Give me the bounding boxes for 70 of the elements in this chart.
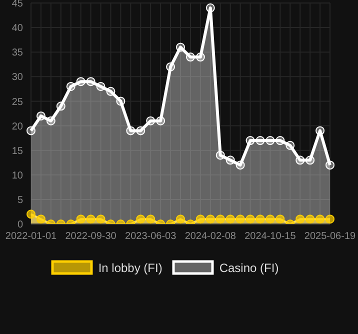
point	[236, 214, 245, 224]
legend-label: Casino (FI)	[219, 260, 279, 274]
y-tick-label: 40	[12, 23, 24, 34]
y-tick-label: 5	[17, 194, 24, 206]
point	[276, 136, 285, 146]
point	[246, 136, 255, 146]
point	[176, 42, 185, 52]
point	[36, 111, 46, 120]
point	[126, 126, 136, 136]
x-tick-label: 2025-06-19	[304, 231, 356, 242]
y-tick-label: 0	[17, 220, 24, 231]
point	[136, 126, 146, 136]
point	[156, 116, 166, 126]
point	[46, 116, 56, 126]
point	[56, 102, 66, 111]
y-tick-label: 10	[12, 170, 24, 182]
point	[76, 214, 86, 224]
x-tick-label: 2024-02-08	[184, 231, 236, 242]
point	[266, 136, 275, 146]
point	[66, 82, 76, 91]
point	[306, 156, 315, 165]
point	[216, 150, 225, 160]
point	[316, 126, 325, 136]
y-tick-label: 15	[12, 146, 24, 157]
point	[26, 210, 36, 219]
point	[166, 62, 176, 72]
point	[206, 214, 215, 224]
point	[86, 214, 96, 224]
point	[226, 156, 235, 165]
point	[116, 96, 126, 106]
point	[286, 140, 295, 150]
point	[216, 214, 225, 224]
y-tick-label: 25	[12, 96, 24, 108]
legend-label: In lobby (FI)	[98, 260, 162, 274]
point	[26, 126, 36, 136]
point	[246, 214, 255, 224]
y-tick-label: 30	[12, 72, 24, 84]
point	[266, 214, 275, 224]
x-tick-label: 2022-01-01	[5, 231, 58, 242]
point	[236, 160, 245, 170]
point	[226, 214, 235, 224]
point	[316, 214, 325, 224]
point	[106, 86, 116, 96]
point	[196, 214, 205, 224]
y-tick-label: 45	[12, 0, 24, 10]
point	[36, 214, 46, 224]
y-tick-label: 20	[12, 121, 24, 132]
point	[256, 214, 265, 224]
x-tick-label: 2024-10-15	[244, 231, 296, 242]
x-tick-label: 2022-09-30	[65, 231, 117, 242]
point	[96, 214, 106, 224]
point	[176, 214, 185, 224]
point	[146, 116, 156, 126]
point	[136, 214, 146, 224]
point	[306, 214, 315, 224]
point	[296, 156, 305, 165]
point	[276, 214, 285, 224]
point	[186, 52, 195, 62]
y-tick-label: 35	[12, 48, 24, 59]
point	[326, 214, 334, 224]
point	[206, 3, 215, 12]
x-tick-label: 2023-06-03	[125, 231, 177, 242]
point	[76, 77, 86, 86]
point	[326, 160, 334, 170]
point	[256, 136, 265, 146]
point	[146, 214, 156, 224]
point	[296, 214, 305, 224]
point	[196, 52, 205, 62]
point	[96, 82, 106, 91]
point	[86, 77, 96, 86]
